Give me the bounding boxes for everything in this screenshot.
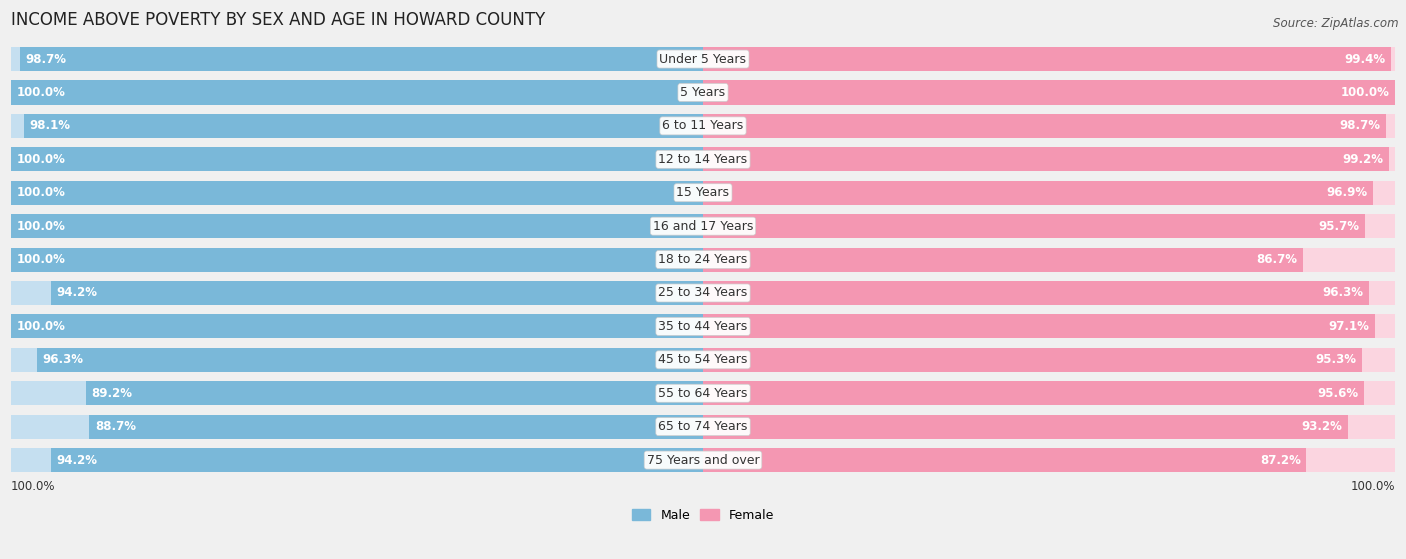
Bar bbox=[703, 248, 1303, 272]
Bar bbox=[11, 214, 703, 238]
Text: 99.4%: 99.4% bbox=[1344, 53, 1385, 65]
Bar bbox=[703, 114, 1386, 138]
Bar bbox=[703, 281, 1369, 305]
Text: INCOME ABOVE POVERTY BY SEX AND AGE IN HOWARD COUNTY: INCOME ABOVE POVERTY BY SEX AND AGE IN H… bbox=[11, 11, 546, 29]
Bar bbox=[703, 214, 1395, 238]
Bar bbox=[51, 448, 703, 472]
Text: 100.0%: 100.0% bbox=[17, 186, 66, 199]
Text: 96.3%: 96.3% bbox=[1323, 286, 1364, 300]
Bar bbox=[703, 114, 1395, 138]
Bar bbox=[11, 348, 703, 372]
Bar bbox=[11, 248, 703, 272]
Bar bbox=[11, 314, 703, 338]
Bar bbox=[11, 248, 703, 272]
Bar bbox=[24, 114, 703, 138]
Text: 100.0%: 100.0% bbox=[17, 253, 66, 266]
Text: Source: ZipAtlas.com: Source: ZipAtlas.com bbox=[1274, 17, 1399, 30]
Bar bbox=[703, 80, 1395, 105]
Bar bbox=[11, 47, 703, 71]
Text: 89.2%: 89.2% bbox=[91, 387, 132, 400]
Text: 75 Years and over: 75 Years and over bbox=[647, 453, 759, 467]
Bar bbox=[703, 47, 1395, 71]
Bar bbox=[20, 47, 703, 71]
Bar bbox=[703, 47, 1391, 71]
Bar bbox=[703, 415, 1348, 439]
Text: 95.7%: 95.7% bbox=[1319, 220, 1360, 233]
Text: 96.3%: 96.3% bbox=[42, 353, 83, 366]
Text: 87.2%: 87.2% bbox=[1260, 453, 1301, 467]
Text: 15 Years: 15 Years bbox=[676, 186, 730, 199]
Bar bbox=[11, 381, 703, 405]
Text: 86.7%: 86.7% bbox=[1257, 253, 1298, 266]
Text: 93.2%: 93.2% bbox=[1302, 420, 1343, 433]
Bar bbox=[703, 448, 1306, 472]
Bar bbox=[703, 314, 1395, 338]
Text: 5 Years: 5 Years bbox=[681, 86, 725, 99]
Text: 98.7%: 98.7% bbox=[1340, 120, 1381, 132]
Bar bbox=[11, 314, 703, 338]
Bar bbox=[703, 314, 1375, 338]
Text: 95.3%: 95.3% bbox=[1316, 353, 1357, 366]
Bar bbox=[703, 415, 1395, 439]
Text: 98.1%: 98.1% bbox=[30, 120, 70, 132]
Bar bbox=[703, 281, 1395, 305]
Bar bbox=[703, 214, 1365, 238]
Bar bbox=[703, 181, 1374, 205]
Text: 100.0%: 100.0% bbox=[1340, 86, 1389, 99]
Bar bbox=[11, 147, 703, 172]
Bar bbox=[51, 281, 703, 305]
Bar bbox=[703, 80, 1395, 105]
Bar bbox=[11, 80, 703, 105]
Text: 100.0%: 100.0% bbox=[17, 153, 66, 166]
Text: 94.2%: 94.2% bbox=[56, 453, 98, 467]
Text: Under 5 Years: Under 5 Years bbox=[659, 53, 747, 65]
Bar bbox=[86, 381, 703, 405]
Bar bbox=[703, 147, 1395, 172]
Bar bbox=[11, 214, 703, 238]
Bar bbox=[703, 381, 1364, 405]
Text: 16 and 17 Years: 16 and 17 Years bbox=[652, 220, 754, 233]
Text: 100.0%: 100.0% bbox=[17, 220, 66, 233]
Text: 18 to 24 Years: 18 to 24 Years bbox=[658, 253, 748, 266]
Bar bbox=[37, 348, 703, 372]
Text: 94.2%: 94.2% bbox=[56, 286, 98, 300]
Text: 95.6%: 95.6% bbox=[1317, 387, 1360, 400]
Bar bbox=[703, 348, 1395, 372]
Bar bbox=[703, 181, 1395, 205]
Bar bbox=[90, 415, 703, 439]
Text: 100.0%: 100.0% bbox=[17, 86, 66, 99]
Text: 100.0%: 100.0% bbox=[1350, 480, 1395, 493]
Text: 96.9%: 96.9% bbox=[1327, 186, 1368, 199]
Bar bbox=[11, 114, 703, 138]
Text: 100.0%: 100.0% bbox=[11, 480, 56, 493]
Bar bbox=[11, 448, 703, 472]
Bar bbox=[11, 415, 703, 439]
Bar bbox=[11, 181, 703, 205]
Text: 99.2%: 99.2% bbox=[1343, 153, 1384, 166]
Bar bbox=[703, 348, 1362, 372]
Bar bbox=[703, 448, 1395, 472]
Bar bbox=[703, 147, 1389, 172]
Text: 88.7%: 88.7% bbox=[94, 420, 136, 433]
Text: 35 to 44 Years: 35 to 44 Years bbox=[658, 320, 748, 333]
Text: 100.0%: 100.0% bbox=[17, 320, 66, 333]
Bar bbox=[703, 381, 1395, 405]
Bar bbox=[11, 147, 703, 172]
Legend: Male, Female: Male, Female bbox=[627, 504, 779, 527]
Bar bbox=[11, 181, 703, 205]
Text: 25 to 34 Years: 25 to 34 Years bbox=[658, 286, 748, 300]
Text: 55 to 64 Years: 55 to 64 Years bbox=[658, 387, 748, 400]
Text: 65 to 74 Years: 65 to 74 Years bbox=[658, 420, 748, 433]
Bar bbox=[11, 281, 703, 305]
Bar bbox=[703, 248, 1395, 272]
Text: 12 to 14 Years: 12 to 14 Years bbox=[658, 153, 748, 166]
Bar bbox=[11, 80, 703, 105]
Text: 97.1%: 97.1% bbox=[1329, 320, 1369, 333]
Text: 6 to 11 Years: 6 to 11 Years bbox=[662, 120, 744, 132]
Text: 45 to 54 Years: 45 to 54 Years bbox=[658, 353, 748, 366]
Text: 98.7%: 98.7% bbox=[25, 53, 66, 65]
